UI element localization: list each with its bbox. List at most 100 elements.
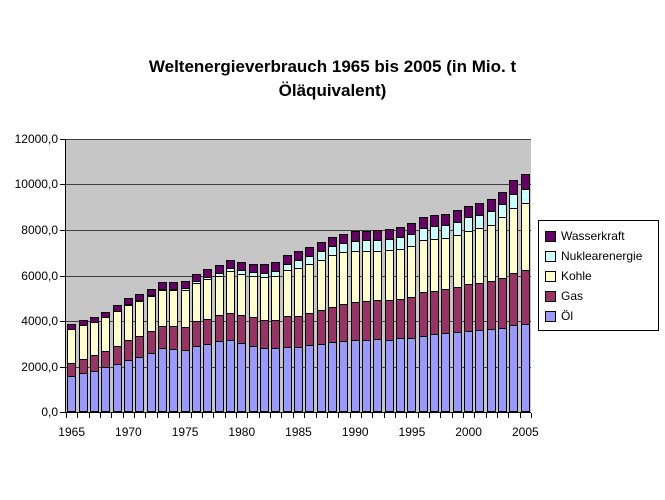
legend-label-wasserkraft: Wasserkraft [561,229,625,243]
x-axis-tick-13 [213,413,214,418]
bar-1988-gas [328,307,338,343]
x-axis-tick-40 [520,413,521,418]
plot-content [66,139,531,412]
bar-1986-nuklearenergie [305,256,315,265]
bar-1978-gas [214,315,224,342]
bar-1971-ol [135,357,145,412]
bar-1991-nuklearenergie [362,240,372,252]
bar-1994-wasserkraft [396,227,406,238]
x-axis-tick-39 [508,413,509,418]
bar-1977-ol [203,344,213,412]
bar-2005-nuklearenergie [520,189,530,204]
bar-1981-ol [248,346,258,412]
bar-1993-wasserkraft [384,229,394,240]
bar-1969-wasserkraft [112,305,122,312]
x-axis-tick-16 [247,413,248,418]
bar-1985-kohle [294,268,303,317]
bar-1984-wasserkraft [282,255,292,265]
bar-2001-kohle [475,228,485,284]
bar-1999-gas [452,287,462,333]
y-axis-tick-12000 [60,139,66,140]
bar-2000-ol [464,331,474,412]
bar-1997-wasserkraft [430,215,440,227]
bar-1981-wasserkraft [248,264,258,273]
bar-1980-wasserkraft [237,262,247,271]
x-axis-tick-15 [236,413,237,418]
bar-2003-kohle [498,217,508,279]
bar-1992-wasserkraft [373,230,383,241]
x-axis-tick-5 [123,413,124,418]
bar-1982-wasserkraft [259,264,269,274]
bar-1998-gas [441,289,451,334]
y-axis-label-0: 0,0 [41,405,58,419]
x-axis-tick-29 [395,413,396,418]
legend: Wasserkraft Nuklearenergie Kohle Gas Öl [538,220,659,331]
bar-1990-ol [350,340,360,412]
bar-1982-kohle [259,277,269,321]
y-axis-label-4000: 4000,0 [21,314,58,328]
bar-1999-kohle [452,235,462,288]
bar-1994-kohle [396,249,406,300]
bar-1993-nuklearenergie [384,239,394,251]
bar-1971-wasserkraft [135,294,145,301]
bar-1988-ol [328,342,338,412]
x-axis-label-1990: 1990 [341,425,369,439]
bar-1985-ol [294,347,303,412]
bar-1991-ol [362,340,372,412]
y-axis-tick-10000 [60,184,66,185]
x-axis-tick-24 [338,413,339,418]
x-axis-tick-26 [361,413,362,418]
bar-2000-kohle [464,231,474,285]
bar-1995-wasserkraft [407,223,417,235]
bar-2003-gas [498,278,508,329]
legend-label-ol: Öl [561,309,573,323]
bar-1990-kohle [350,251,360,303]
bar-1985-gas [294,316,303,348]
bar-2004-ol [509,325,519,412]
bar-1977-gas [203,319,213,345]
bar-1972-wasserkraft [146,289,156,296]
bar-1976-gas [191,321,201,347]
bar-1973-gas [157,326,167,349]
legend-item-gas: Gas [545,286,656,306]
x-axis-tick-22 [316,413,317,418]
bar-2002-kohle [486,225,496,282]
bar-1976-kohle [191,283,201,322]
bar-1968-wasserkraft [101,312,111,318]
bar-2004-gas [509,273,519,326]
bar-1999-ol [452,332,462,412]
legend-swatch-gas [545,290,556,302]
plot-area [65,139,531,413]
bar-1966-kohle [78,325,88,360]
bar-1993-ol [384,340,394,412]
bar-2001-nuklearenergie [475,215,485,229]
bar-1965-gas [67,363,77,377]
bar-1969-gas [112,346,122,365]
y-axis-tick-8000 [60,230,66,231]
bar-1996-gas [418,292,428,337]
bar-2003-ol [498,328,508,412]
x-axis-tick-37 [486,413,487,418]
bar-1998-ol [441,333,451,412]
bar-1996-kohle [418,240,428,293]
bar-1984-nuklearenergie [282,264,292,271]
bar-1987-nuklearenergie [316,251,326,261]
bar-1998-wasserkraft [441,214,451,226]
x-axis-tick-38 [497,413,498,418]
bar-1979-kohle [225,271,235,314]
bar-1998-kohle [441,238,451,290]
bar-1978-wasserkraft [214,265,224,274]
x-axis-tick-20 [293,413,294,418]
x-axis-tick-1 [77,413,78,418]
chart-title: Weltenergieverbrauch 1965 bis 2005 (in M… [0,55,665,103]
bar-1976-wasserkraft [191,274,201,282]
bar-1994-nuklearenergie [396,237,406,250]
bar-2005-wasserkraft [520,174,530,190]
x-axis-tick-21 [304,413,305,418]
bar-1998-nuklearenergie [441,225,451,239]
x-axis-tick-10 [179,413,180,418]
bar-2002-gas [486,281,496,330]
y-axis-label-2000: 2000,0 [21,360,58,374]
x-axis-tick-0 [66,413,67,418]
y-axis-label-8000: 8000,0 [21,223,58,237]
